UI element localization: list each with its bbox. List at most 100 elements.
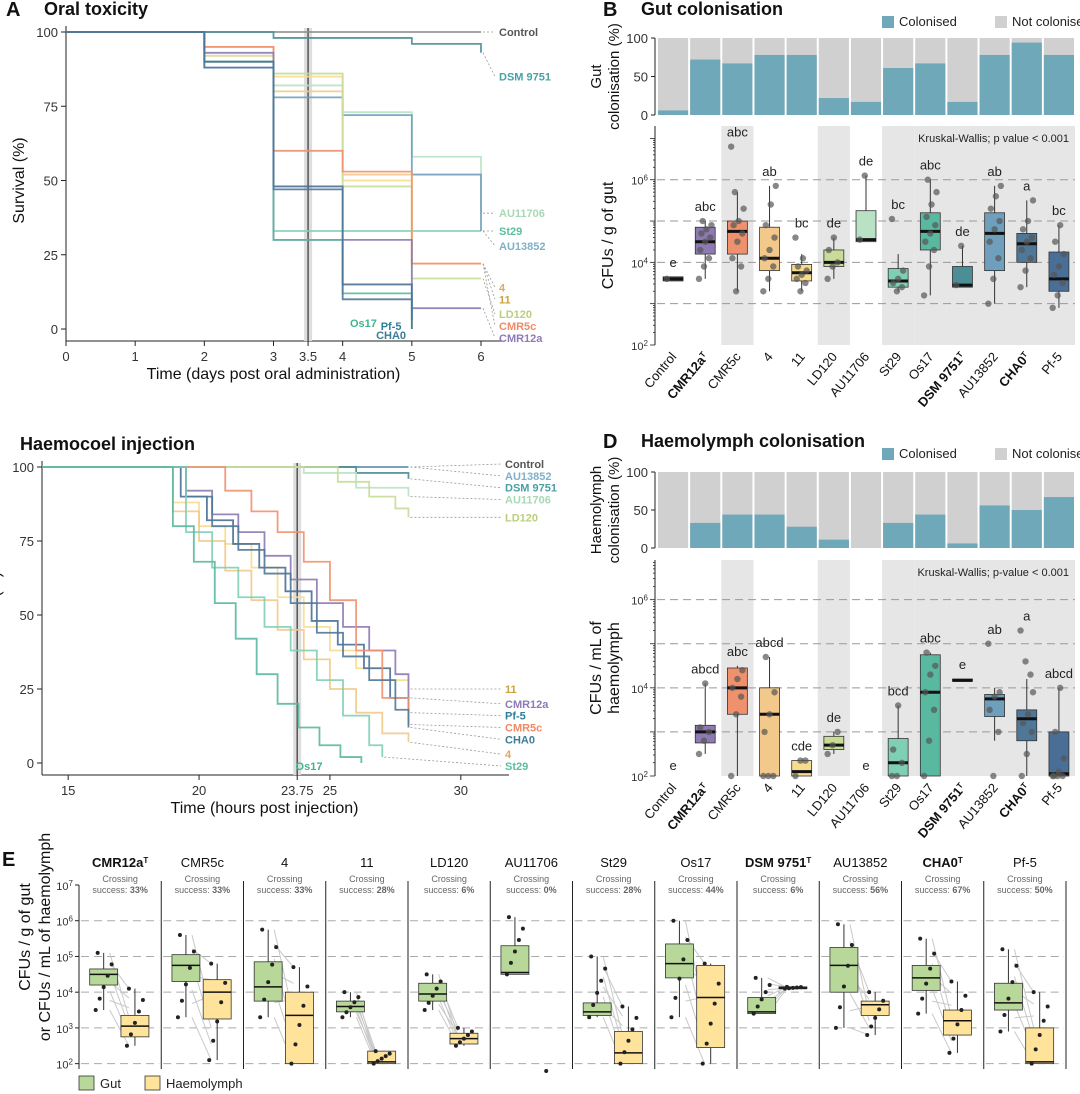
legend-swatch-colonised [882,448,894,460]
data-point [765,275,772,283]
significance-letters: ab [762,164,776,179]
label-leader [410,463,502,468]
data-point [727,143,735,150]
gut-box-CMR12a [89,968,119,986]
data-point [512,949,517,954]
crossing-success-value: 6% [790,885,803,895]
data-point [923,649,930,656]
data-point [922,238,929,245]
data-point [865,1033,870,1038]
series-label-CMR12a: CMR12a [499,333,543,345]
data-point [824,275,831,283]
data-point [753,975,758,980]
data-point [671,918,676,923]
data-point [293,1042,298,1047]
bar-y-axis-title: colonisation (%) [606,457,623,564]
data-point [626,1038,631,1043]
data-point [681,957,686,962]
data-point [379,1056,384,1061]
data-point [732,288,740,295]
facet-title-DSM 9751: DSM 9751T [745,855,811,870]
x-tick-label: 30 [454,783,468,798]
data-point [344,1010,349,1015]
x-tick-label-Os17: Os17 [905,780,936,813]
data-point [1010,980,1015,985]
series-line-4 [42,466,410,743]
data-point [881,998,886,1003]
data-point [455,1025,460,1030]
tick-exponent: 2 [69,1057,74,1066]
data-point [990,772,997,780]
pair-line [849,993,870,1029]
box-CMR5c [727,667,748,715]
series-line-Pf-5 [42,466,410,713]
series-label-AU11706: AU11706 [499,208,545,220]
label-leader [410,466,502,477]
label-leader [410,496,502,500]
series-label-CHA0: CHA0 [376,330,406,342]
crossing-success: success: 50% [997,885,1053,895]
y-tick-label: 103 [56,1021,73,1036]
panel-A-letter: A [6,0,20,21]
data-point [797,288,804,295]
bar-colonised-DSM 9751 [947,101,978,115]
data-point [289,1061,294,1066]
box-y-tick-label: 104 [631,256,648,271]
data-point [794,263,802,270]
crossing-label: Crossing [678,874,714,884]
legend-colonised: Colonised [899,14,957,29]
bar-y-tick-label: 50 [634,70,648,85]
data-point [93,1008,98,1013]
data-point [591,1003,596,1008]
series-label-11: 11 [505,684,517,696]
data-point [794,985,799,990]
data-point [1059,279,1066,287]
crossing-success-value: 67% [952,885,970,895]
shaded-column-AU13852 [978,560,1011,776]
type-strain-superscript: T [697,350,707,360]
bar-colonised-Os17 [915,63,946,115]
haemolymph-box-Os17 [696,964,726,1048]
x-tick-label-4: 4 [760,349,776,364]
data-point [697,246,704,254]
crossing-success: success: 44% [668,885,724,895]
crossing-success-value: 6% [461,885,474,895]
data-point [798,985,803,990]
x-tick-label: 23.75 [281,783,314,798]
data-point [737,693,745,700]
x-tick-label: 3.5 [299,349,317,364]
data-point [712,1001,717,1006]
pair-line [1014,1015,1034,1019]
significance-letters: abcd [755,635,783,650]
bar-colonised-LD120 [818,539,849,548]
bar-y-tick-label: 50 [634,503,648,518]
data-point [1000,947,1005,952]
box-Pf-5 [1048,251,1070,292]
data-point [739,230,746,237]
data-point [663,275,671,283]
tick-exponent: 6 [644,593,649,602]
data-point [751,1011,756,1016]
bar-not-colonised-Control [658,472,689,548]
data-point [790,985,795,990]
data-point [270,962,275,967]
series-label-CMR5c: CMR5c [499,321,536,333]
data-point [894,702,902,709]
stat-annotation: Kruskal-Wallis; p value < 0.001 [918,133,1069,145]
significance-letters: bc [795,216,809,231]
data-point [97,996,102,1001]
series-label-LD120: LD120 [505,512,538,524]
series-label-4: 4 [499,282,506,294]
tick-exponent: 4 [644,256,649,265]
data-point [1029,689,1037,696]
series-label-11: 11 [499,294,511,306]
series-line-CMR12a [42,466,410,698]
data-point [698,230,705,237]
bar-colonised-CHA0 [1011,510,1042,548]
data-point [1028,234,1035,241]
x-tick-label: 5 [408,349,415,364]
pair-line [1013,949,1035,1029]
data-point [348,1005,353,1010]
legend-swatch-not-colonised [995,16,1007,28]
data-point [101,985,106,990]
